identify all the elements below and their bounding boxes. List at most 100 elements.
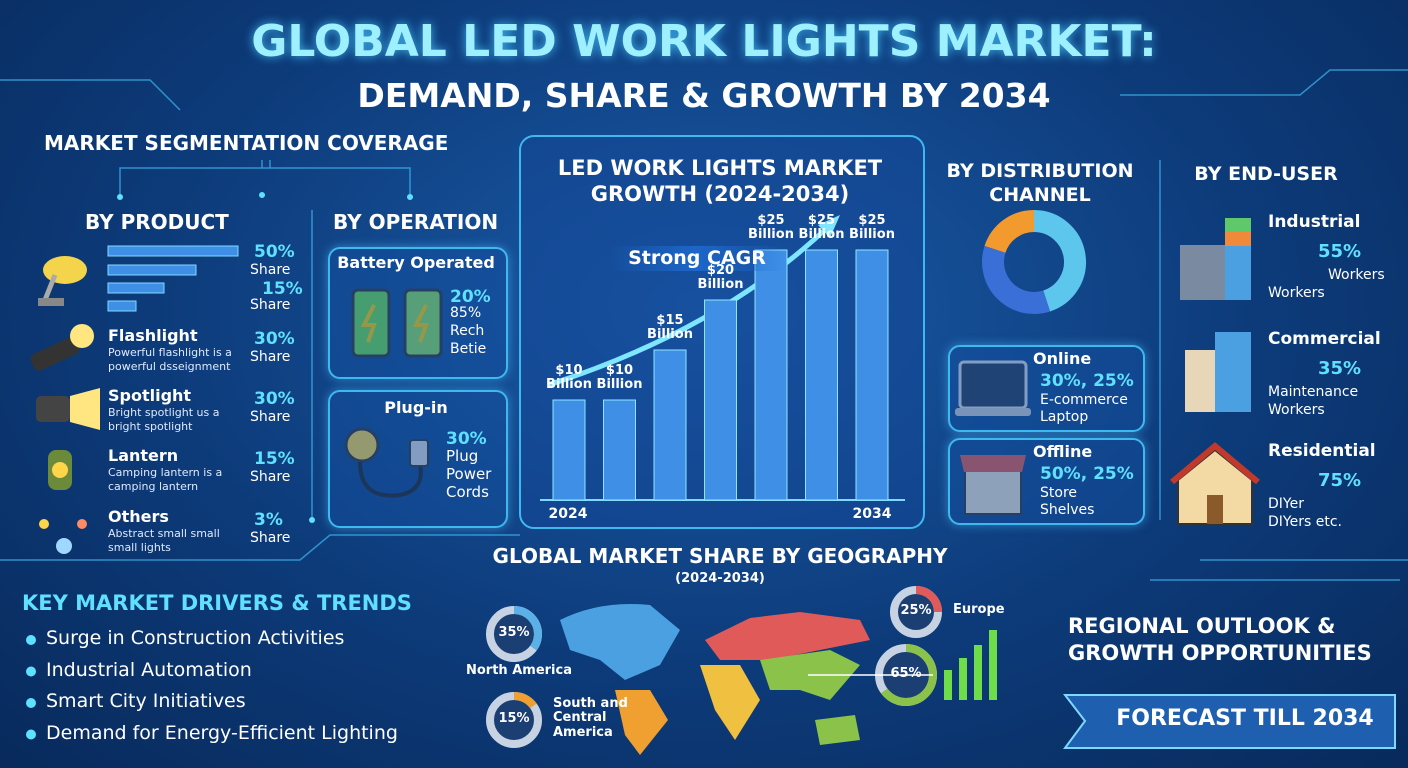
share-unit: Share: [250, 262, 291, 278]
donut-arc: [513, 606, 542, 651]
region-label: South and Central America: [553, 696, 628, 740]
product-name: Flashlight: [108, 326, 198, 345]
product-desc: Camping lantern is a camping lantern: [108, 466, 223, 494]
share-unit: Share: [250, 297, 291, 313]
channel-share: 50%, 25%: [1040, 464, 1134, 484]
bar-label: $10 Billion: [546, 363, 592, 393]
operation-line: Power: [446, 465, 492, 483]
offline-box: [948, 438, 1145, 525]
bullet: [26, 729, 36, 740]
operation-line: Rech: [450, 323, 485, 339]
plugin-box: [328, 390, 508, 528]
card-title: Plug-in: [384, 398, 448, 417]
end-user-name: Industrial: [1268, 212, 1361, 232]
share-unit: Share: [250, 530, 291, 546]
operation-line: 30%: [446, 429, 487, 449]
arrow-head: [818, 215, 840, 238]
chart-title: LED WORK LIGHTS MARKET GROWTH (2024-2034…: [557, 156, 883, 207]
product-name: Spotlight: [108, 386, 192, 405]
world-map: [560, 604, 870, 755]
geo-subtitle: (2024-2034): [675, 571, 765, 586]
bar-label: $25 Billion: [798, 213, 845, 243]
subtitle: DEMAND, SHARE & GROWTH BY 2034: [357, 76, 1051, 115]
donut-label: 65%: [890, 666, 922, 681]
product-name: Others: [108, 507, 169, 526]
section-title: MARKET SEGMENTATION COVERAGE: [44, 131, 449, 155]
product-desc: Bright spotlight us a bright spotlight: [108, 406, 220, 434]
end-user-share: 35%: [1318, 358, 1362, 379]
share-unit: Share: [250, 469, 291, 485]
share-unit: Share: [250, 349, 291, 365]
bar: [754, 249, 788, 501]
share-unit: Share: [250, 409, 291, 425]
share: 15%: [262, 279, 303, 299]
share: 3%: [254, 510, 283, 530]
section-title: BY END-USER: [1194, 163, 1338, 185]
operation-line: Cords: [446, 483, 489, 501]
channel-line: Store: [1040, 485, 1078, 501]
bullet: [26, 698, 36, 708]
channel-line: E-commerce: [1040, 392, 1128, 408]
share: 15%: [254, 449, 295, 469]
share: 50%: [254, 242, 295, 262]
driver: Surge in Construction Activities: [46, 627, 345, 649]
channel-line: Laptop: [1040, 409, 1089, 425]
end-user-share: 75%: [1318, 470, 1362, 491]
channel-share: 30%, 25%: [1040, 371, 1134, 391]
end-user-line: Workers: [1268, 402, 1325, 418]
card-title: Battery Operated: [337, 253, 495, 272]
channel-name: Online: [1033, 349, 1092, 368]
donut-label: 15%: [498, 711, 530, 726]
bar-label: $20 Billion: [697, 263, 744, 293]
product-name: Lantern: [108, 446, 179, 465]
bar-label: $10 Billion: [596, 363, 643, 393]
x-tick-label: 2024: [548, 506, 588, 522]
end-user-line: DIYer: [1268, 496, 1304, 512]
pie-slice: [982, 245, 1051, 314]
x-tick-label: 2034: [852, 506, 892, 522]
end-user-name: Commercial: [1268, 329, 1381, 349]
bar: [653, 349, 687, 501]
battery-box: [328, 247, 508, 379]
geo-title: GLOBAL MARKET SHARE BY GEOGRAPHY: [492, 544, 948, 568]
driver: Smart City Initiatives: [46, 690, 246, 712]
section-title: BY DISTRIBUTION CHANNEL: [946, 160, 1134, 206]
bar: [805, 249, 838, 501]
pie-slice: [1033, 210, 1086, 312]
donut-arc: [915, 586, 942, 613]
operation-line: Betie: [450, 341, 487, 357]
title: GLOBAL LED WORK LIGHTS MARKET:: [251, 16, 1157, 67]
bar: [552, 399, 586, 501]
channel-line: Shelves: [1040, 502, 1095, 518]
operation-line: 85%: [450, 305, 482, 321]
end-user-line: Workers: [1328, 267, 1385, 283]
section-title: BY PRODUCT: [85, 210, 229, 234]
operation-line: Plug: [446, 447, 479, 465]
bar: [855, 249, 889, 501]
end-user-line: Maintenance: [1268, 384, 1359, 400]
icons: [30, 218, 1260, 700]
online-box: [948, 345, 1145, 432]
annotation: Strong CAGR: [610, 246, 784, 271]
donut-label: 25%: [900, 603, 932, 618]
pie-slice: [984, 210, 1035, 254]
donut-arc: [513, 692, 537, 709]
donut-label: 35%: [498, 625, 530, 640]
decoration: [117, 192, 413, 523]
donut-arc: [880, 644, 937, 706]
bullet: [26, 666, 36, 677]
end-user-share: 55%: [1318, 241, 1362, 262]
section-title: BY OPERATION: [333, 210, 499, 234]
share: 30%: [254, 329, 295, 349]
bar-label: $15 Billion: [647, 313, 693, 343]
product-desc: Abstract small small small lights: [108, 527, 220, 555]
region-label: North America: [466, 663, 572, 678]
end-user-line: DIYers etc.: [1268, 514, 1342, 530]
bar-label: $25 Billion: [849, 213, 895, 243]
bar-label: $25 Billion: [748, 213, 794, 243]
bullet: [26, 635, 36, 645]
bar: [704, 299, 737, 501]
region-label: Europe: [953, 602, 1005, 617]
